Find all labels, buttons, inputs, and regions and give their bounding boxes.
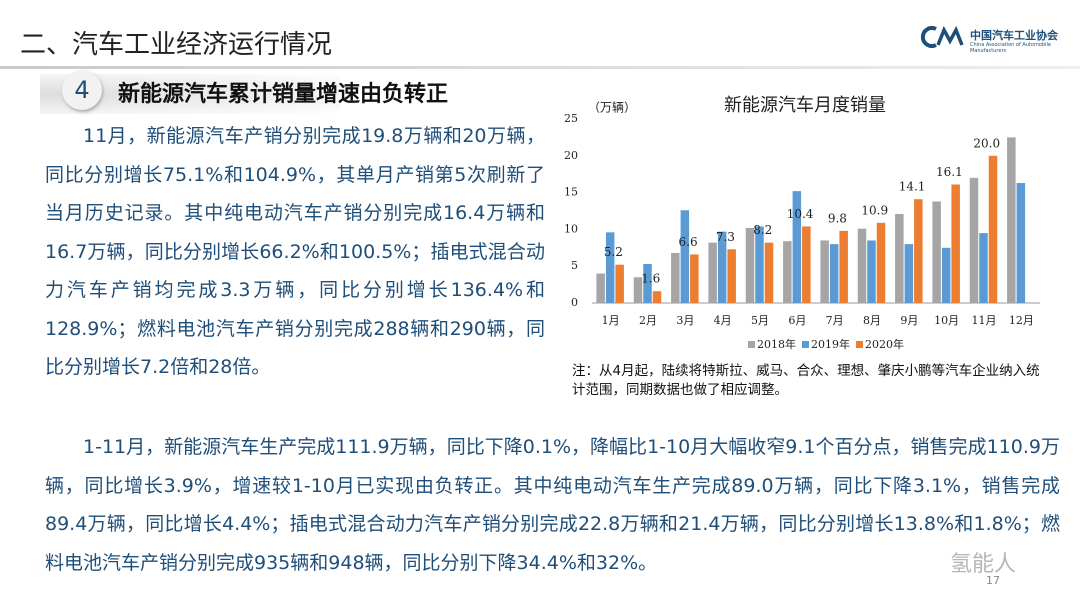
- legend-swatch: [856, 341, 863, 348]
- bar: [895, 213, 904, 303]
- bar: [979, 233, 988, 303]
- data-label: 1.6: [641, 272, 660, 286]
- bar: [783, 241, 792, 303]
- legend-label: 2020年: [865, 337, 904, 351]
- bar: [876, 222, 886, 303]
- y-tick-label: 5: [571, 259, 578, 272]
- x-tick-label: 12月: [1009, 314, 1034, 327]
- x-tick-label: 10月: [934, 314, 959, 327]
- bar: [680, 210, 690, 303]
- title-underline: [0, 66, 1080, 69]
- bar: [951, 184, 960, 303]
- bar: [690, 254, 699, 303]
- x-tick-label: 11月: [972, 314, 997, 327]
- data-label: 5.2: [604, 245, 623, 259]
- y-tick-label: 15: [564, 186, 578, 199]
- x-tick-label: 1月: [602, 314, 620, 327]
- bar: [867, 240, 876, 303]
- legend-label: 2018年: [757, 337, 796, 351]
- bar: [755, 226, 764, 303]
- legend-label: 2019年: [811, 337, 850, 351]
- bar: [671, 252, 680, 303]
- bar: [615, 264, 624, 303]
- bar: [643, 263, 652, 303]
- y-tick-label: 10: [564, 222, 578, 235]
- y-tick-label: 20: [564, 149, 578, 162]
- bar: [605, 232, 615, 303]
- legend-swatch: [748, 341, 755, 348]
- x-tick-label: 7月: [826, 314, 844, 327]
- bar: [596, 273, 605, 303]
- bar: [857, 228, 867, 303]
- bar: [988, 155, 998, 303]
- data-label: 8.2: [753, 223, 772, 237]
- bar: [904, 244, 914, 303]
- x-tick-label: 3月: [676, 314, 694, 327]
- bar: [820, 240, 829, 303]
- data-label: 20.0: [973, 136, 1000, 150]
- logo-text: 中国汽车工业协会: [970, 29, 1058, 42]
- slide-title: 二、汽车工业经济运行情况: [20, 30, 333, 60]
- bar: [941, 247, 951, 303]
- chart-note: 注：从4月起，陆续将特斯拉、威马、合众、理想、肇庆小鹏等汽车企业纳入统计范围，同…: [572, 363, 1040, 398]
- bar: [829, 244, 839, 303]
- logo: [920, 26, 964, 48]
- bar: [727, 249, 736, 303]
- data-label: 9.8: [828, 211, 847, 225]
- bar: [914, 199, 923, 303]
- section-number: 4: [62, 70, 102, 110]
- watermark: 氢能人: [950, 552, 1017, 577]
- bar: [633, 277, 643, 303]
- bar: [1016, 183, 1026, 303]
- chart-title: 新能源汽车月度销量: [724, 95, 886, 116]
- bar: [1007, 137, 1016, 303]
- section-title: 新能源汽车累计销量增速由负转正: [118, 82, 449, 107]
- x-tick-label: 2月: [639, 314, 657, 327]
- bar: [708, 242, 717, 303]
- bar: [717, 231, 727, 303]
- legend-swatch: [802, 341, 809, 348]
- paragraph: 11月，新能源汽车产销分别完成19.8万辆和20万辆，同比分别增长75.1%和1…: [45, 125, 545, 378]
- y-tick-label: 25: [564, 112, 578, 125]
- paragraph: 1-11月，新能源汽车生产完成111.9万辆，同比下降0.1%，降幅比1-10月…: [45, 436, 1060, 574]
- bar: [792, 191, 802, 303]
- logo-subtext: China Association of Automobile Manufact…: [970, 42, 1051, 54]
- bar: [839, 230, 848, 303]
- bar: [652, 291, 662, 303]
- bar: [802, 226, 811, 303]
- x-tick-label: 9月: [900, 314, 918, 327]
- bar: [969, 177, 979, 303]
- data-label: 7.3: [716, 230, 735, 244]
- x-tick-label: 5月: [751, 314, 769, 327]
- page-number: 17: [986, 574, 1000, 587]
- bar: [745, 227, 755, 303]
- x-tick-label: 6月: [788, 314, 806, 327]
- bar: [764, 242, 774, 303]
- x-tick-label: 8月: [863, 314, 881, 327]
- data-label: 14.1: [899, 180, 926, 194]
- data-label: 16.1: [936, 165, 963, 179]
- x-tick-label: 4月: [714, 314, 732, 327]
- data-label: 10.4: [787, 207, 814, 221]
- y-axis-unit: （万辆）: [588, 101, 636, 115]
- data-label: 6.6: [679, 235, 698, 249]
- y-tick-label: 0: [571, 296, 578, 309]
- data-label: 10.9: [861, 203, 888, 217]
- bar: [932, 201, 941, 303]
